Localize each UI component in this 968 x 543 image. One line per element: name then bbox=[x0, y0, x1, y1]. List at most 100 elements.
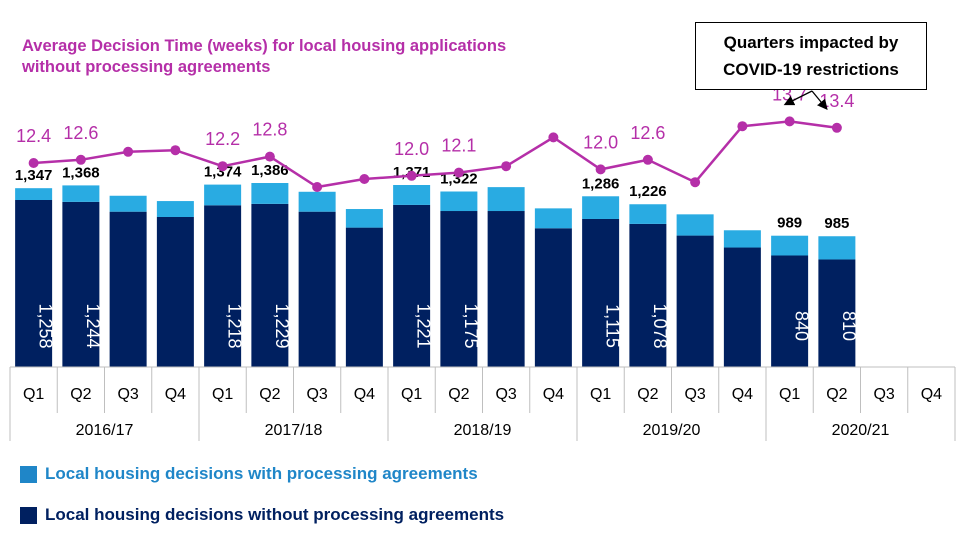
total-label: 1,347 bbox=[15, 167, 53, 184]
line-point bbox=[831, 122, 842, 133]
quarter-tick-label: Q3 bbox=[873, 386, 894, 403]
bar-without-agreements bbox=[156, 216, 194, 367]
bar-with-agreements bbox=[771, 235, 809, 256]
line-series-group: 12.4 12.6 12.2 12.812.0 12.1 12.0 12.613.7 13.4 bbox=[16, 84, 854, 192]
annotation-line-1: Quarters impacted by bbox=[723, 33, 899, 52]
line-point bbox=[501, 161, 512, 172]
bar-inner-label: 1,229 bbox=[272, 303, 292, 348]
bar-with-agreements bbox=[345, 209, 383, 228]
covid-annotation-box: Quarters impacted by COVID-19 restrictio… bbox=[695, 22, 927, 90]
line-point-label: 12.1 bbox=[441, 136, 476, 156]
line-point bbox=[737, 121, 748, 132]
quarter-tick-label: Q1 bbox=[590, 386, 611, 403]
line-point bbox=[123, 146, 134, 157]
line-point-label: 12.8 bbox=[252, 120, 287, 140]
line-point-label: 12.0 bbox=[583, 132, 618, 152]
annotation-arrow-q1 bbox=[783, 90, 813, 106]
bar-without-agreements bbox=[676, 235, 714, 367]
total-label: 1,322 bbox=[440, 171, 478, 188]
quarter-tick-label: Q4 bbox=[354, 386, 375, 403]
bar-without-agreements bbox=[818, 259, 856, 367]
legend-label-without-agreements: Local housing decisions without processi… bbox=[45, 505, 505, 524]
year-label: 2020/21 bbox=[832, 422, 890, 439]
total-label: 1,368 bbox=[62, 164, 100, 181]
bar-without-agreements bbox=[204, 205, 242, 367]
annotation-arrow-q2 bbox=[811, 90, 828, 111]
legend-label-with-agreements: Local housing decisions with processing … bbox=[45, 464, 478, 483]
bar-without-agreements bbox=[62, 201, 100, 367]
quarter-tick-label: Q1 bbox=[23, 386, 44, 403]
line-point-label: 12.0 bbox=[394, 139, 429, 159]
x-axis-table: Q1 Q2 Q3 Q4 Q1 Q2 Q3 Q4 Q1 Q2 Q3 Q4 Q1 Q2 Q3 Q4 Q1 Q2 Q3 Q4… bbox=[9, 366, 956, 441]
bar-with-agreements bbox=[251, 183, 289, 204]
bar-with-agreements bbox=[15, 188, 53, 200]
bar-inner-label: 1,078 bbox=[650, 303, 670, 348]
line-point bbox=[690, 177, 701, 188]
bars-group: 1,258 1,347 1,244 1,368 1,218 1,374 1,229 1,386… bbox=[15, 162, 859, 367]
line-series-path bbox=[33, 120, 838, 189]
quarter-tick-label: Q4 bbox=[543, 386, 564, 403]
quarter-tick-label: Q2 bbox=[70, 386, 91, 403]
bar-without-agreements bbox=[582, 218, 620, 367]
chart-title-line-2: without processing agreements bbox=[21, 58, 270, 76]
line-point bbox=[453, 167, 464, 178]
quarter-tick-label: Q1 bbox=[401, 386, 422, 403]
bar-with-agreements bbox=[440, 191, 478, 212]
line-point bbox=[642, 154, 653, 165]
bar-inner-label: 1,244 bbox=[83, 303, 103, 348]
bar-with-agreements bbox=[298, 191, 336, 212]
bar-with-agreements bbox=[676, 214, 714, 236]
bar-with-agreements bbox=[156, 201, 194, 217]
bar-without-agreements bbox=[298, 211, 336, 367]
quarter-tick-label: Q3 bbox=[117, 386, 138, 403]
line-point bbox=[264, 151, 275, 162]
year-label: 2016/17 bbox=[76, 422, 134, 439]
total-label: 989 bbox=[777, 215, 802, 232]
total-label: 1,386 bbox=[251, 162, 289, 179]
annotation-line-2: COVID-19 restrictions bbox=[723, 60, 899, 79]
bar-without-agreements bbox=[534, 228, 572, 367]
bar-without-agreements bbox=[771, 255, 809, 367]
year-label: 2017/18 bbox=[265, 422, 323, 439]
quarter-tick-label: Q2 bbox=[637, 386, 658, 403]
bar-without-agreements bbox=[487, 211, 525, 367]
chart-title: Average Decision Time (weeks) for local … bbox=[21, 37, 506, 76]
legend-item-with-agreements: Local housing decisions with processing … bbox=[20, 464, 478, 484]
bar-with-agreements bbox=[62, 185, 100, 202]
year-label: 2018/19 bbox=[454, 422, 512, 439]
bar-without-agreements bbox=[109, 211, 147, 367]
total-label: 985 bbox=[824, 215, 849, 232]
bar-with-agreements bbox=[723, 230, 761, 248]
line-point-label: 12.4 bbox=[16, 126, 51, 146]
bar-inner-label: 840 bbox=[792, 311, 812, 341]
quarter-tick-label: Q3 bbox=[306, 386, 327, 403]
quarter-tick-label: Q1 bbox=[779, 386, 800, 403]
line-point bbox=[595, 164, 606, 175]
line-point-label: 12.2 bbox=[205, 129, 240, 149]
year-label: 2019/20 bbox=[643, 422, 701, 439]
bar-without-agreements bbox=[345, 227, 383, 367]
bar-with-agreements bbox=[818, 236, 856, 260]
bar-with-agreements bbox=[534, 208, 572, 229]
line-point bbox=[28, 158, 39, 168]
quarter-tick-label: Q4 bbox=[921, 386, 942, 403]
line-point bbox=[75, 154, 86, 165]
line-point bbox=[312, 182, 323, 192]
line-point bbox=[170, 145, 181, 156]
bar-inner-label: 1,258 bbox=[36, 303, 56, 348]
legend-item-without-agreements: Local housing decisions without processi… bbox=[20, 505, 504, 525]
quarter-tick-label: Q3 bbox=[684, 386, 705, 403]
quarter-tick-label: Q2 bbox=[259, 386, 280, 403]
line-point bbox=[548, 132, 559, 143]
bar-with-agreements bbox=[582, 196, 620, 219]
total-label: 1,226 bbox=[629, 183, 667, 200]
line-point-label: 12.6 bbox=[630, 123, 665, 143]
quarter-tick-label: Q2 bbox=[448, 386, 469, 403]
bar-inner-label: 1,175 bbox=[461, 303, 481, 348]
legend-swatch-with-agreements bbox=[20, 465, 37, 483]
bar-with-agreements bbox=[393, 184, 431, 205]
legend-swatch-without-agreements bbox=[20, 506, 37, 524]
bar-with-agreements bbox=[487, 187, 525, 212]
line-point bbox=[359, 174, 370, 184]
